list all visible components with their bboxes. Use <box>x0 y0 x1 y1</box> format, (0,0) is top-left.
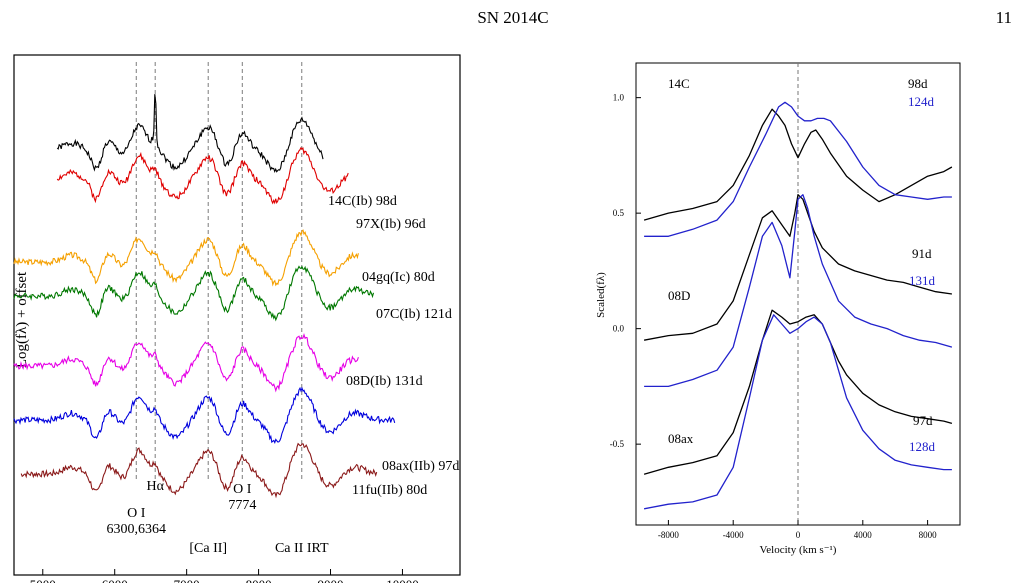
line-marker-label-1: Hα <box>146 479 164 494</box>
spectra-series: 14C(Ib) 98d 97X(Ib) 96d 04gq(Ic) 80d 07C(Ib… <box>13 94 459 499</box>
line-marker-label-3: O I 7774 <box>228 482 256 513</box>
spectrum-line-2 <box>13 229 359 287</box>
left-x-tick-label-2: 7000 <box>174 577 200 583</box>
spectrum-label-1: 97X(Ib) 96d <box>356 217 426 232</box>
spectrum-line-5 <box>13 386 396 444</box>
spectrum-line-1 <box>56 146 349 205</box>
spectrum-line-3 <box>13 265 375 322</box>
left-x-tick-label-5: 10000 <box>386 577 419 583</box>
spectrum-label-4: 08D(Ib) 131d <box>346 374 423 389</box>
spectrum-label-5: 08ax(IIb) 97d <box>382 459 459 474</box>
left-plot-frame <box>13 54 461 576</box>
page-number: 11 <box>995 8 1012 27</box>
spectrum-label-0: 14C(Ib) 98d <box>328 194 397 209</box>
line-markers: O I 6300,6364 Hα [Ca II] O I 7774 Ca II IRT <box>107 62 329 556</box>
spectrum-line-4 <box>13 332 359 393</box>
line-marker-label-2: [Ca II] <box>189 541 227 556</box>
spectrum-label-3: 07C(Ib) 121d <box>376 307 452 322</box>
page-title: SN 2014C <box>477 8 549 27</box>
spectrum-line-6 <box>20 442 378 499</box>
page-header: SN 2014C 11 <box>0 0 1026 40</box>
left-y-axis-label: Log(fλ) + offset <box>14 271 30 368</box>
line-marker-label-0: O I 6300,6364 <box>107 506 167 537</box>
left-x-tick-label-4: 9000 <box>318 577 344 583</box>
left-x-tick-label-0: 5000 <box>30 577 56 583</box>
spectrum-line-0 <box>56 94 324 174</box>
left-x-tick-label-1: 6000 <box>102 577 128 583</box>
line-marker-label-4: Ca II IRT <box>275 541 329 556</box>
spectrum-label-6: 11fu(IIb) 80d <box>352 483 427 498</box>
spectrum-label-2: 04gq(Ic) 80d <box>362 270 435 285</box>
left-x-tick-label-3: 8000 <box>246 577 272 583</box>
left-x-ticks: 5000 6000 7000 8000 9000 10000 <box>30 569 419 583</box>
